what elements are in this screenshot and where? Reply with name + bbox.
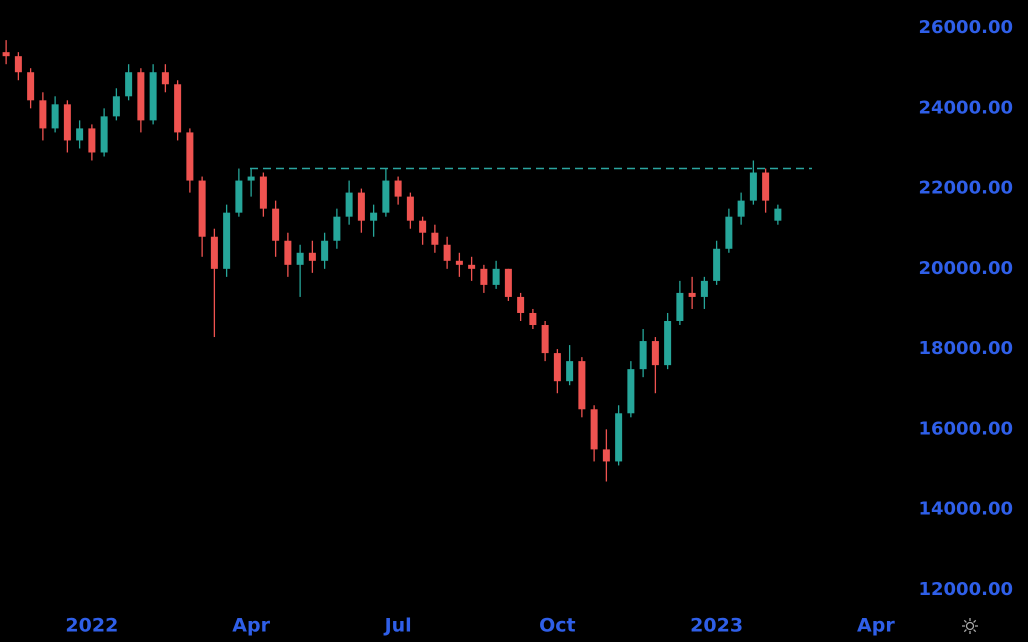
candle-body (112, 96, 120, 117)
candle-body (357, 192, 365, 221)
candle-body (419, 220, 427, 233)
candle-body (14, 56, 22, 73)
candle-body (210, 236, 218, 269)
candle-body (676, 292, 684, 321)
candle-body (137, 72, 145, 121)
candle-body (370, 212, 378, 221)
candle-body (76, 128, 84, 141)
candle-body (713, 248, 721, 281)
y-tick-label: 24000.00 (918, 97, 1013, 118)
candle-body (639, 341, 647, 370)
y-tick-label: 16000.00 (918, 418, 1013, 439)
candle-body (2, 52, 10, 57)
candle-body (566, 361, 574, 382)
x-tick-label: 2023 (690, 615, 743, 637)
candle-body (345, 192, 353, 217)
x-tick-label: Apr (232, 615, 270, 637)
candle-body (749, 172, 757, 201)
x-tick-label: Oct (539, 615, 576, 637)
candle-body (725, 216, 733, 249)
candle-body (149, 72, 157, 121)
candle-body (492, 268, 500, 285)
candle-body (578, 361, 586, 410)
candle-body (529, 312, 537, 326)
candle-body (517, 296, 525, 313)
candle-body (762, 172, 770, 201)
candle-body (443, 244, 451, 261)
candle-body (235, 180, 243, 213)
candle-body (100, 116, 108, 153)
candle-body (247, 176, 255, 181)
candle-body (174, 84, 182, 133)
candle-body (406, 196, 414, 221)
settings-icon[interactable] (962, 618, 978, 634)
candle-body (27, 72, 35, 101)
candle-body (39, 100, 47, 129)
candle-body (272, 208, 280, 241)
candle-body (553, 353, 561, 382)
candle-body (737, 200, 745, 217)
candle-body (480, 268, 488, 285)
x-tick-label: 2022 (65, 615, 118, 637)
candle-body (627, 369, 635, 414)
candle-body (664, 321, 672, 366)
candle-body (504, 268, 512, 297)
candle-body (774, 208, 782, 221)
x-tick-label: Apr (857, 615, 895, 637)
y-tick-label: 14000.00 (918, 499, 1013, 520)
candle-body (590, 409, 598, 450)
candle-body (651, 341, 659, 366)
y-tick-label: 18000.00 (918, 338, 1013, 359)
candle-body (186, 132, 194, 181)
candle-body (284, 240, 292, 265)
icon-circle (965, 621, 975, 631)
candle-body (688, 292, 696, 297)
candle-body (700, 280, 708, 297)
candle-body (615, 413, 623, 462)
candle-body (382, 180, 390, 213)
candle-body (296, 252, 304, 265)
candle-body (63, 104, 71, 141)
candle-body (125, 72, 133, 97)
candle-body (321, 240, 329, 261)
candle-body (198, 180, 206, 237)
candle-body (602, 449, 610, 462)
y-tick-label: 12000.00 (918, 579, 1013, 600)
y-tick-label: 22000.00 (918, 178, 1013, 199)
candle-body (394, 180, 402, 197)
candle-body (161, 72, 169, 85)
candle-body (308, 252, 316, 261)
candle-body (88, 128, 96, 153)
y-tick-label: 26000.00 (918, 17, 1013, 38)
candle-body (333, 216, 341, 241)
icon-rays (962, 618, 978, 634)
y-tick-label: 20000.00 (918, 258, 1013, 279)
candle-body (223, 212, 231, 269)
candle-body (259, 176, 267, 209)
candle-body (455, 260, 463, 265)
x-tick-label: Jul (383, 615, 412, 637)
candle-body (468, 264, 476, 269)
candle-body (51, 104, 59, 129)
candle-body (431, 232, 439, 245)
candle-body (541, 325, 549, 354)
